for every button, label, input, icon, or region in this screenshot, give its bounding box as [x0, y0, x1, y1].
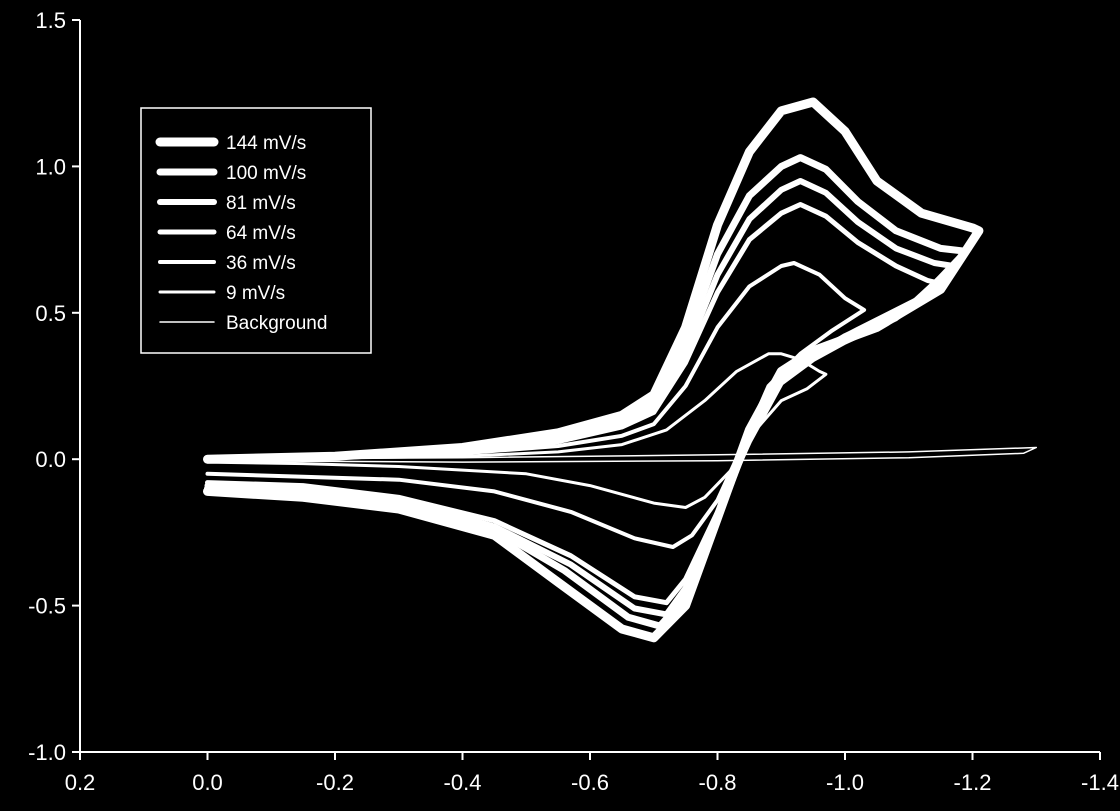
y-tick-label: 0.5: [35, 301, 66, 326]
x-tick-label: -1.2: [954, 770, 992, 795]
legend-label: 144 mV/s: [226, 133, 306, 154]
y-tick-label: -1.0: [28, 740, 66, 765]
legend-label: 81 mV/s: [226, 193, 296, 214]
x-tick-label: -0.2: [316, 770, 354, 795]
x-tick-label: -1.0: [826, 770, 864, 795]
x-tick-label: 0.0: [192, 770, 223, 795]
series-line: [204, 178, 957, 618]
y-tick-label: 0.0: [35, 447, 66, 472]
legend: 144 mV/s 100 mV/s 81 mV/s 64 mV/s 36 mV/s 9 m…: [140, 107, 372, 354]
x-tick-label: -0.4: [444, 770, 482, 795]
y-tick-label: 1.0: [35, 154, 66, 179]
series-curves: [203, 97, 1038, 643]
series-line: [206, 352, 828, 509]
x-ticks: 0.2 0.0 -0.2 -0.4 -0.6 -0.8 -1.0 -1.2 -1.4: [65, 752, 1119, 795]
series-line: [204, 154, 970, 630]
x-tick-label: -1.4: [1081, 770, 1119, 795]
series-line: [205, 261, 867, 549]
x-tick-label: -0.8: [699, 770, 737, 795]
legend-label: 100 mV/s: [226, 163, 306, 184]
legend-label: Background: [226, 313, 327, 334]
x-tick-label: 0.2: [65, 770, 96, 795]
series-line: [205, 202, 944, 606]
series-line: [203, 97, 984, 643]
legend-label: 64 mV/s: [226, 223, 296, 244]
series-line: [206, 446, 1038, 463]
y-tick-label: -0.5: [28, 594, 66, 619]
x-tick-label: -0.6: [571, 770, 609, 795]
y-tick-label: 1.5: [35, 8, 66, 33]
y-ticks: -1.0 -0.5 0.0 0.5 1.0 1.5: [28, 8, 80, 765]
legend-label: 9 mV/s: [226, 283, 285, 304]
legend-label: 36 mV/s: [226, 253, 296, 274]
